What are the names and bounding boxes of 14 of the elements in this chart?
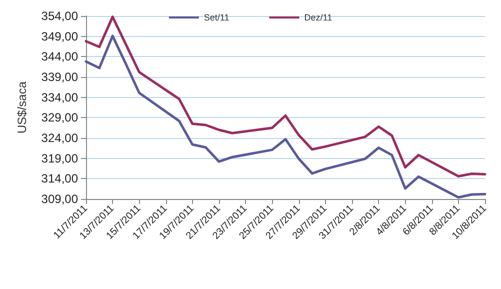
y-tick-label: 309,00 (41, 192, 78, 206)
y-tick-label: 319,00 (41, 151, 78, 166)
y-tick-label: 314,00 (41, 172, 78, 186)
y-axis-title: US$/saca (15, 81, 29, 134)
y-tick-label: 339,00 (41, 70, 78, 84)
y-tick-label: 334,00 (41, 90, 78, 104)
legend-label: Dez/11 (304, 12, 332, 22)
y-tick-label: 344,00 (41, 50, 78, 64)
legend-label: Set/11 (204, 12, 230, 22)
y-tick-label: 329,00 (41, 110, 78, 125)
y-tick-label: 324,00 (41, 131, 78, 145)
line-series (84, 16, 486, 178)
y-tick-label: 349,00 (41, 29, 78, 44)
y-tick-label: 354,00 (41, 9, 78, 23)
